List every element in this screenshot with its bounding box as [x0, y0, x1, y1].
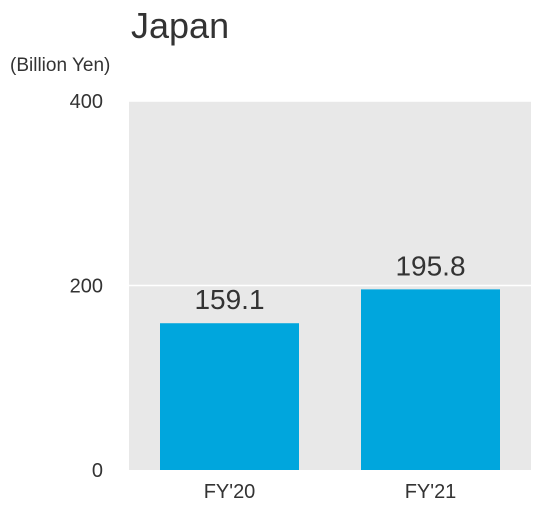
y-axis-unit-label: (Billion Yen)	[10, 55, 111, 76]
y-tick-label: 0	[92, 460, 103, 482]
x-tick-label: FY'21	[405, 481, 457, 503]
data-label: 195.8	[395, 250, 465, 281]
bar	[160, 323, 299, 470]
y-tick-label: 200	[70, 276, 103, 298]
x-tick-label: FY'20	[204, 481, 256, 503]
bar	[361, 289, 500, 470]
chart-title: Japan	[131, 5, 230, 46]
y-tick-label: 400	[70, 91, 103, 113]
data-label: 159.1	[194, 284, 264, 315]
